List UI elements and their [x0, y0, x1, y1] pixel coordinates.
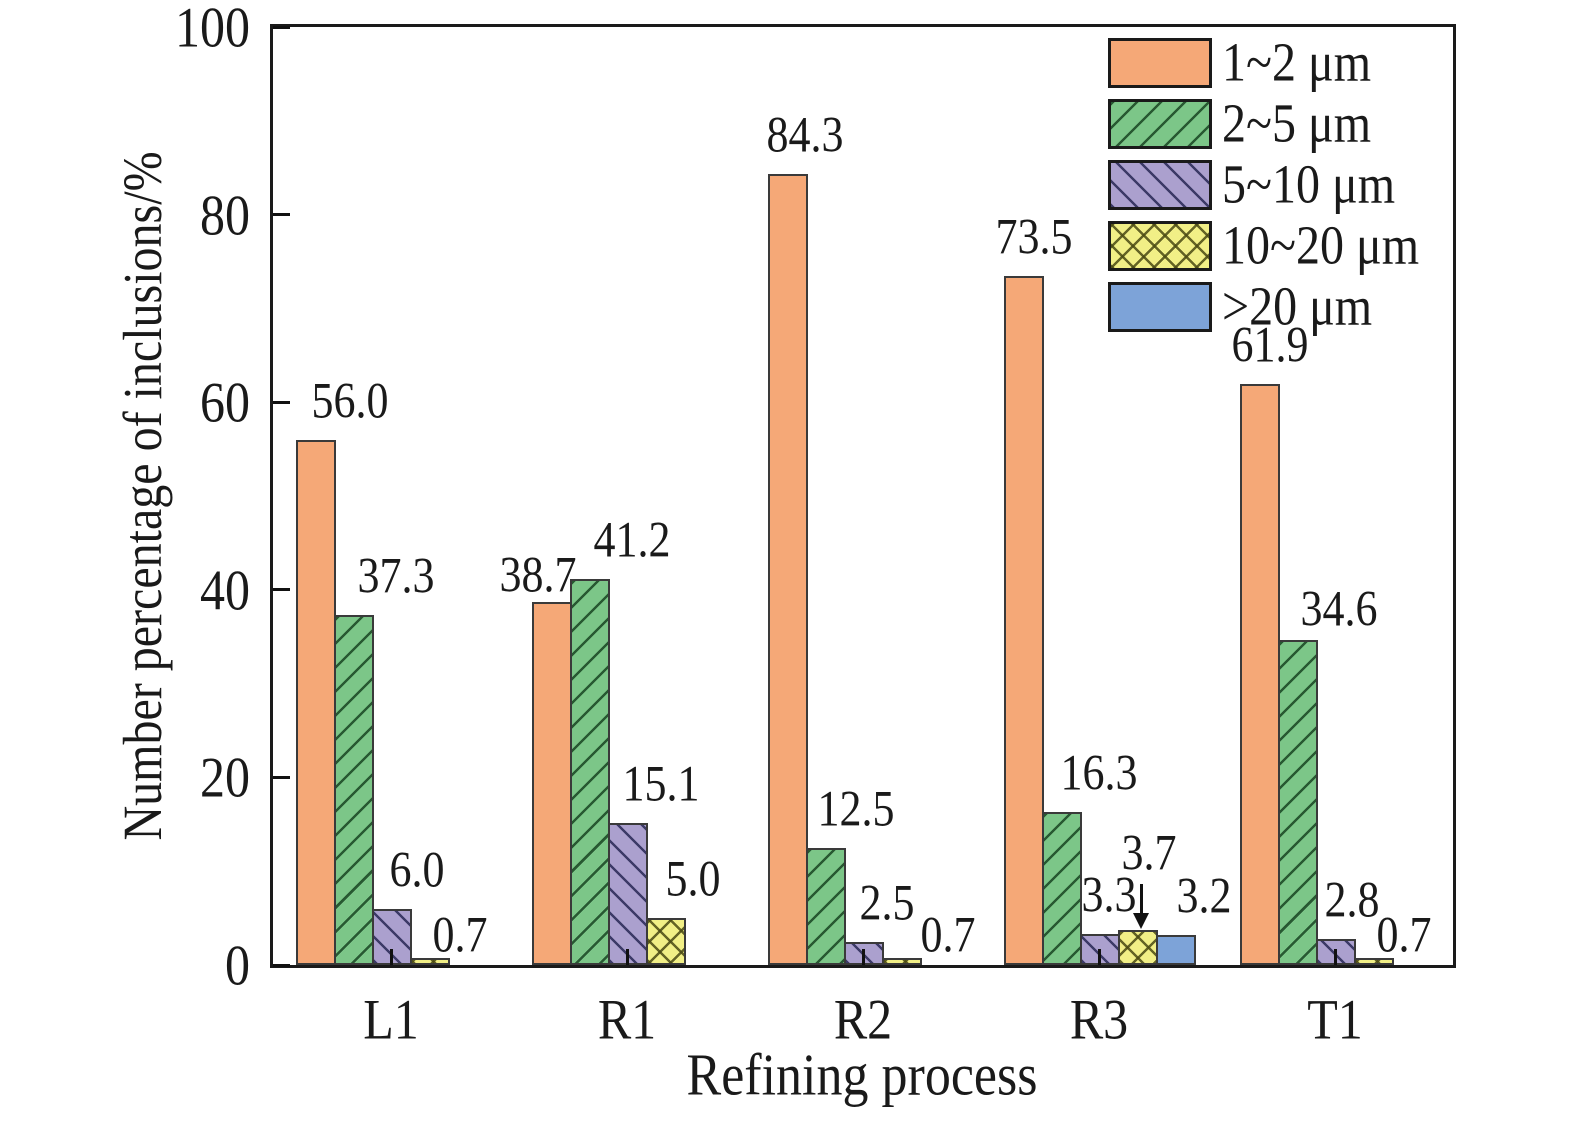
- y-tick-label: 40: [200, 557, 250, 622]
- bar-R2-1: [768, 174, 808, 965]
- value-label: 15.1: [622, 755, 700, 813]
- bar-L1-2: [334, 615, 374, 965]
- bar-L1-3: [372, 908, 412, 965]
- value-label: 34.6: [1300, 580, 1378, 638]
- value-label: 0.7: [432, 906, 488, 964]
- x-tick: [1333, 949, 1337, 965]
- bar-R1-2: [570, 578, 610, 965]
- bar-T1-1: [1240, 384, 1280, 965]
- legend-swatch: [1108, 159, 1212, 210]
- x-tick: [389, 949, 393, 965]
- legend-item-label: 5~10 μm: [1222, 154, 1396, 215]
- bar-R1-1: [532, 602, 572, 965]
- value-label: 41.2: [593, 511, 671, 568]
- x-tick: [861, 949, 865, 965]
- value-label: 56.0: [311, 372, 389, 429]
- legend-item-label: 2~5 μm: [1222, 93, 1372, 154]
- legend-item: >20 μm: [1108, 276, 1419, 337]
- x-tick-label: R3: [1069, 986, 1129, 1052]
- legend-swatch: [1108, 220, 1212, 271]
- value-label: 3.2: [1176, 867, 1232, 924]
- value-label: 3.3: [1081, 866, 1137, 923]
- value-label: 2.5: [859, 874, 915, 931]
- bar-R3-4: [1118, 930, 1158, 965]
- y-tick: [273, 775, 290, 779]
- y-tick-label: 0: [225, 932, 250, 998]
- y-tick: [273, 213, 290, 217]
- bar-L1-1: [296, 439, 336, 965]
- x-tick-label: R1: [597, 986, 657, 1052]
- legend-swatch: [1108, 37, 1212, 88]
- value-label: 84.3: [766, 106, 844, 164]
- x-tick-label: R2: [833, 986, 893, 1052]
- x-tick: [1097, 949, 1101, 965]
- value-label: 73.5: [995, 208, 1073, 265]
- value-label: 16.3: [1060, 744, 1138, 801]
- legend-item: 1~2 μm: [1108, 32, 1419, 93]
- bar-T1-2: [1278, 640, 1318, 965]
- x-tick-label: T1: [1307, 986, 1363, 1052]
- value-label: 5.0: [665, 850, 721, 907]
- legend: 1~2 μm 2~5 μm 5~10 μm 10~20 μm >20 μm: [1108, 32, 1419, 337]
- y-tick-label: 100: [175, 0, 250, 60]
- y-tick-label: 60: [200, 369, 250, 435]
- legend-swatch: [1108, 281, 1212, 332]
- value-label: 2.8: [1324, 871, 1380, 928]
- y-tick: [273, 588, 290, 592]
- legend-item-label: >20 μm: [1222, 276, 1373, 337]
- bar-R3-1: [1004, 275, 1044, 965]
- bar-R2-2: [806, 847, 846, 965]
- bar-L1-4: [410, 958, 450, 965]
- legend-item: 5~10 μm: [1108, 154, 1419, 215]
- legend-item: 10~20 μm: [1108, 215, 1419, 276]
- x-tick-label: L1: [363, 986, 419, 1052]
- value-label: 38.7: [499, 546, 577, 603]
- bar-R3-2: [1042, 812, 1082, 965]
- y-tick: [273, 400, 290, 404]
- value-label: 0.7: [1376, 906, 1432, 964]
- x-tick: [625, 949, 629, 965]
- y-tick-label: 20: [200, 745, 250, 810]
- x-axis-title: Refining process: [686, 1042, 1038, 1109]
- value-label: 6.0: [389, 841, 445, 898]
- y-axis-title: Number percentage of inclusions/%: [112, 151, 174, 841]
- value-label: 3.7: [1121, 824, 1177, 882]
- y-tick-label: 80: [200, 182, 250, 247]
- y-tick: [273, 963, 290, 967]
- value-label: 12.5: [817, 780, 895, 837]
- annotation-arrow-head: [1133, 913, 1149, 930]
- annotation-arrow-line: [1140, 884, 1143, 915]
- bar-T1-4: [1354, 958, 1394, 965]
- legend-swatch: [1108, 98, 1212, 149]
- bar-R1-3: [608, 823, 648, 965]
- y-tick: [273, 25, 290, 29]
- legend-item: 2~5 μm: [1108, 93, 1419, 154]
- plot-area: 1~2 μm 2~5 μm 5~10 μm 10~20 μm >20 μm 56.0 38…: [270, 24, 1456, 968]
- legend-item-label: 10~20 μm: [1222, 215, 1420, 276]
- bar-R1-4: [646, 918, 686, 965]
- value-label: 61.9: [1231, 316, 1309, 374]
- value-label: 0.7: [920, 906, 976, 964]
- bar-R3-5: [1156, 934, 1196, 965]
- value-label: 37.3: [357, 547, 435, 604]
- bar-R2-4: [882, 958, 922, 965]
- legend-item-label: 1~2 μm: [1222, 32, 1372, 93]
